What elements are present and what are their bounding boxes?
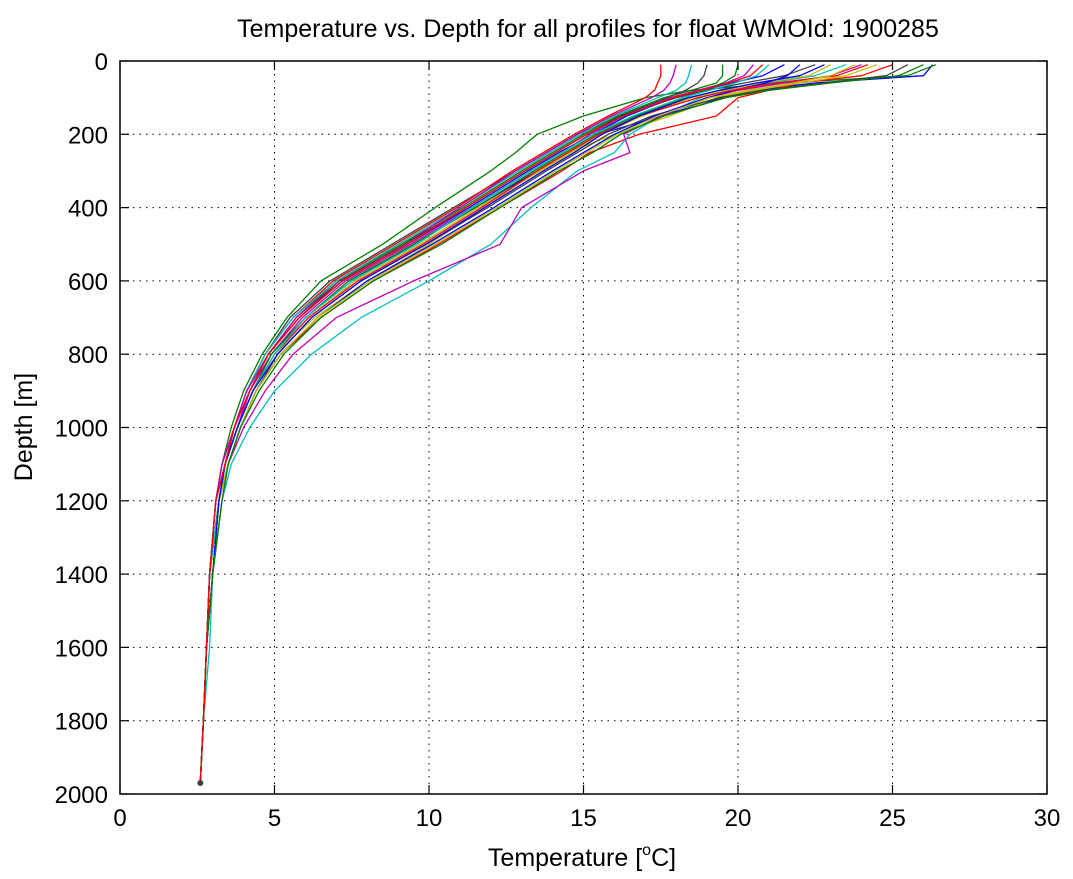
profile-line-24 [199,64,764,784]
x-tick-label: 15 [570,805,597,832]
x-tick-label: 20 [725,805,752,832]
x-tick-label: 10 [416,805,443,832]
profile-line-8 [199,64,785,784]
y-tick-label: 800 [68,342,108,369]
x-tick-label: 25 [879,805,906,832]
profile-line-17 [199,64,869,784]
profile-line-21 [199,64,708,784]
x-tick-label: 0 [113,805,126,832]
y-ticks: 0 200 400 600 800 1000 1200 1400 1600 1800 2000 [55,49,1047,809]
chart-title: Temperature vs. Depth for all profiles f… [237,15,939,43]
profile-line-16 [199,64,739,784]
profile-lines [197,64,937,787]
profile-line-1 [199,64,934,784]
profile-line-3 [199,64,893,784]
x-axis-label: Temperature [oC] [488,842,676,872]
x-tick-label: 30 [1034,805,1061,832]
y-tick-label: 1200 [55,489,108,516]
profile-line-22 [199,64,825,784]
y-tick-label: 0 [95,49,108,76]
profile-line-15 [199,64,801,784]
y-tick-label: 200 [68,122,108,149]
y-tick-label: 600 [68,269,108,296]
x-ticks: 0 5 10 15 20 25 30 [113,61,1060,832]
y-tick-label: 1000 [55,416,108,443]
profile-line-11 [199,64,693,784]
profile-line-23 [199,64,924,784]
y-tick-label: 400 [68,196,108,223]
deepest-point-marker [197,780,204,787]
y-axis-label: Depth [m] [10,373,38,481]
y-tick-label: 1400 [55,562,108,589]
profile-line-19 [199,64,677,784]
y-tick-label: 2000 [55,782,108,809]
profile-line-9 [199,64,724,784]
x-tick-label: 5 [268,805,281,832]
profile-line-18 [199,64,770,784]
profile-line-10 [199,64,662,784]
y-tick-label: 1600 [55,635,108,662]
profile-line-12 [199,64,754,784]
y-tick-label: 1800 [55,709,108,736]
profile-line-7 [199,64,816,784]
profile-line-2 [199,64,937,784]
